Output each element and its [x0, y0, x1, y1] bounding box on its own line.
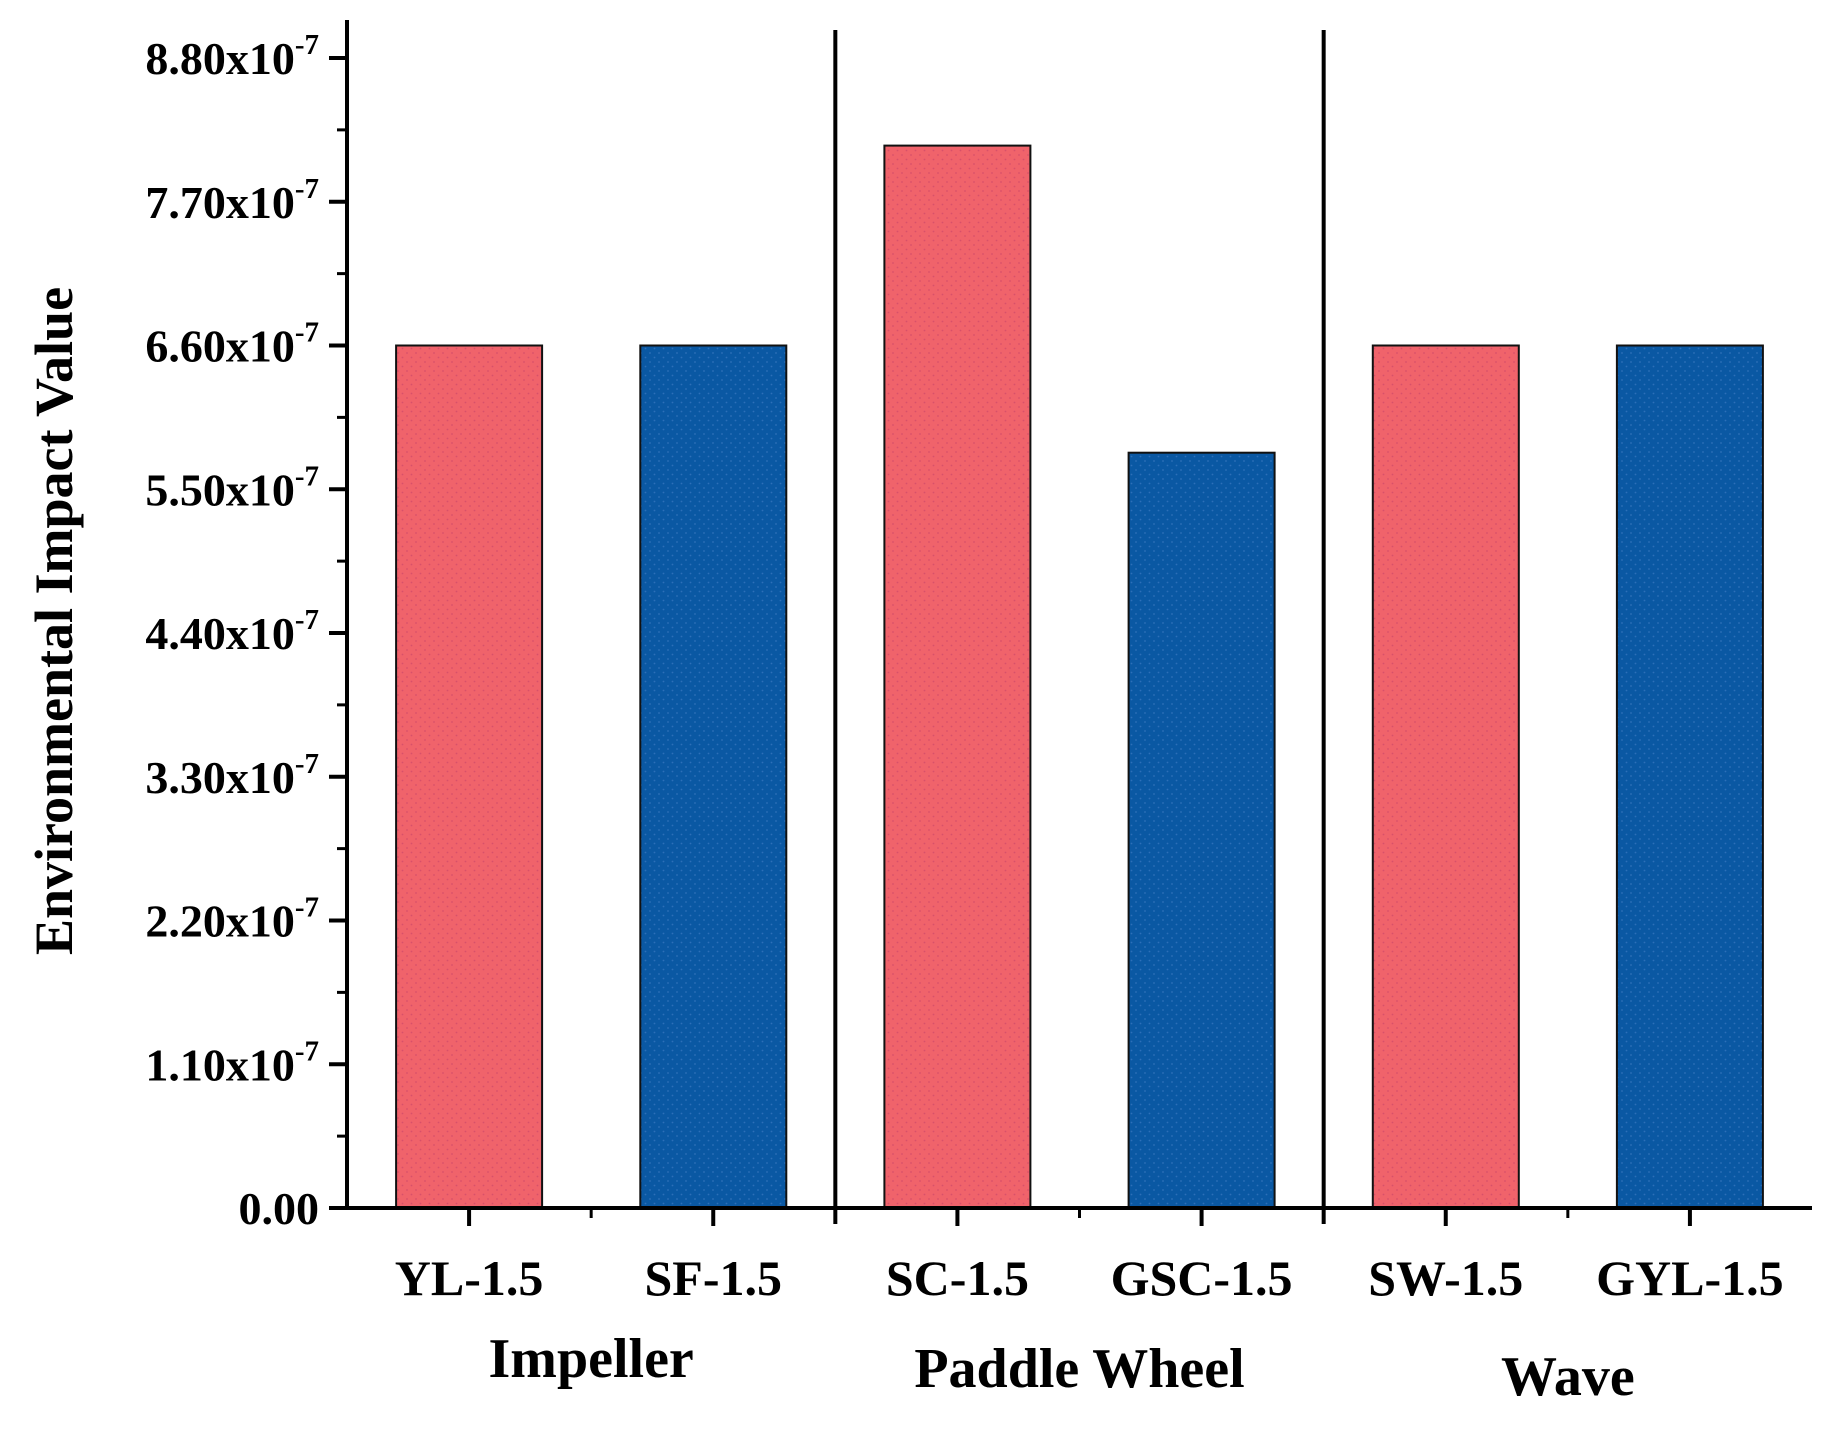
bar-gyl-1.5	[1615, 344, 1764, 1209]
y-tick-label: 2.20x10-7	[145, 892, 319, 947]
y-tick-label: 8.80x10-7	[145, 29, 319, 84]
y-tick-label: 6.60x10-7	[145, 317, 319, 372]
y-tick-label: 1.10x10-7	[145, 1035, 319, 1090]
y-tick-label: 7.70x10-7	[145, 173, 319, 228]
y-tick-label: 5.50x10-7	[145, 460, 319, 515]
x-tick-label: YL-1.5	[395, 1250, 544, 1306]
labels-layer: 0.00 1.10x10-7 2.20x10-7 3.30x10-7 4.40x10-7…	[24, 29, 1784, 1408]
y-axis-title: Environmental Impact Value	[24, 287, 84, 955]
group-label: Wave	[1501, 1346, 1635, 1408]
x-tick-label: GSC-1.5	[1111, 1250, 1293, 1306]
y-tick-label: 0.00	[239, 1183, 320, 1234]
bar-sc-1.5	[883, 144, 1032, 1210]
bar-gsc-1.5	[1127, 451, 1276, 1209]
axes-layer	[329, 20, 1812, 1226]
x-tick-label: SC-1.5	[886, 1250, 1029, 1306]
x-tick-label: SF-1.5	[645, 1250, 783, 1306]
group-label: Paddle Wheel	[914, 1338, 1244, 1400]
bar-sf-1.5	[639, 344, 788, 1209]
group-label: Impeller	[489, 1328, 694, 1390]
y-tick-label: 3.30x10-7	[145, 748, 319, 803]
x-tick-label: GYL-1.5	[1596, 1250, 1784, 1306]
y-tick-label: 4.40x10-7	[145, 604, 319, 659]
x-tick-label: SW-1.5	[1368, 1250, 1523, 1306]
bar-sw-1.5	[1371, 344, 1520, 1209]
bar-yl-1.5	[395, 344, 544, 1209]
bars-layer	[395, 144, 1764, 1210]
